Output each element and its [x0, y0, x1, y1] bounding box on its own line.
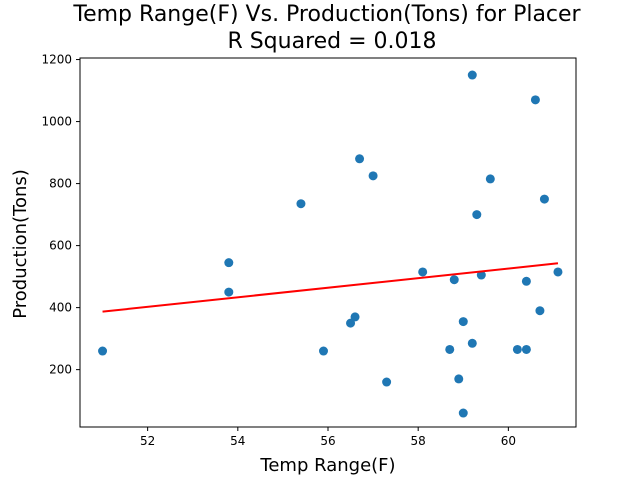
scatter-point: [368, 171, 378, 181]
scatter-point: [512, 344, 522, 354]
scatter-point: [98, 346, 108, 356]
scatter-point: [467, 70, 477, 80]
scatter-point: [530, 95, 540, 105]
x-axis-label: Temp Range(F): [259, 455, 395, 476]
scatter-point: [382, 377, 392, 387]
scatter-point: [521, 276, 531, 286]
scatter-point: [467, 338, 477, 348]
x-tick-label: 52: [140, 434, 155, 448]
scatter-point: [485, 174, 495, 184]
scatter-point: [346, 318, 356, 328]
scatter-point: [296, 199, 306, 209]
y-tick-label: 200: [49, 363, 72, 377]
scatter-point: [449, 275, 459, 285]
y-tick-label: 800: [49, 177, 72, 191]
x-tick-label: 60: [501, 434, 516, 448]
y-tick-label: 600: [49, 239, 72, 253]
y-tick-label: 400: [49, 301, 72, 315]
scatter-point: [458, 408, 468, 418]
regression-line: [102, 262, 559, 313]
y-axis-label: Production(Tons): [10, 169, 31, 319]
scatter-point: [539, 194, 549, 204]
y-tick-label: 1200: [41, 53, 72, 67]
scatter-point: [535, 306, 545, 316]
plot-area: 52 54 56 58 60 200 400 600 800 1000 1200: [41, 53, 577, 448]
scatter-point: [521, 344, 531, 354]
scatter-point: [350, 312, 360, 322]
scatter-point: [445, 344, 455, 354]
x-tick-label: 56: [320, 434, 335, 448]
chart-title: Temp Range(F) Vs. Production(Tons) for P…: [72, 2, 581, 27]
chart-subtitle: R Squared = 0.018: [227, 29, 436, 54]
scatter-point: [454, 374, 464, 384]
scatter-point: [553, 267, 563, 277]
x-tick-label: 58: [411, 434, 426, 448]
scatter-point: [458, 317, 468, 327]
scatter-point: [318, 346, 328, 356]
scatter-point: [355, 154, 365, 164]
scatter-point: [418, 267, 428, 277]
scatter-point: [476, 270, 486, 280]
scatter-point: [224, 287, 234, 297]
scatter-point: [224, 258, 234, 268]
y-tick-label: 1000: [41, 115, 72, 129]
scatter-point: [472, 210, 482, 220]
x-tick-label: 54: [230, 434, 245, 448]
